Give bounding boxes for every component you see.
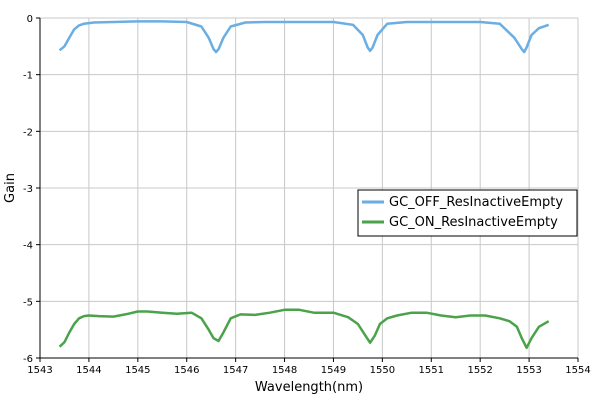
x-tick-label: 1551 [419, 365, 444, 376]
legend-label-series-1: GC_ON_ResInactiveEmpty [389, 215, 558, 230]
y-tick-label: -2 [23, 127, 33, 138]
x-tick-label: 1547 [223, 365, 248, 376]
series-line-0 [58, 20, 550, 54]
x-tick-label: 1546 [174, 365, 199, 376]
x-tick-labels: 1543 1544 1545 1546 1547 1548 1549 1550 1551 1552… [27, 365, 590, 376]
x-axis-title: Wavelength(nm) [255, 380, 363, 395]
x-tick-label: 1545 [125, 365, 150, 376]
x-tick-label: 1549 [321, 365, 346, 376]
series-line-1 [58, 308, 550, 350]
y-tick-label: -1 [23, 71, 33, 82]
y-tick-labels: 0 -1 -2 -3 -4 -5 -6 [23, 14, 33, 365]
y-tick-label: -3 [23, 184, 33, 195]
x-tick-label: 1553 [516, 365, 541, 376]
x-tick-label: 1544 [76, 365, 101, 376]
x-tick-label: 1543 [27, 365, 52, 376]
y-tick-label: -5 [23, 297, 33, 308]
y-tick-label: -4 [23, 241, 33, 252]
series-lines [58, 20, 550, 350]
grid-lines [40, 17, 579, 358]
x-tick-label: 1552 [467, 365, 492, 376]
x-tick-label: 1548 [272, 365, 297, 376]
legend: GC_OFF_ResInactiveEmpty GC_ON_ResInactiv… [357, 189, 578, 237]
legend-label-series-0: GC_OFF_ResInactiveEmpty [389, 195, 563, 210]
y-tick-label: -6 [23, 354, 33, 365]
legend-box [357, 189, 578, 237]
y-axis-title: Gain [3, 173, 18, 203]
x-tick-label: 1550 [370, 365, 395, 376]
x-tick-label: 1554 [565, 365, 590, 376]
y-tick-label: 0 [27, 14, 33, 25]
axes [36, 17, 579, 362]
